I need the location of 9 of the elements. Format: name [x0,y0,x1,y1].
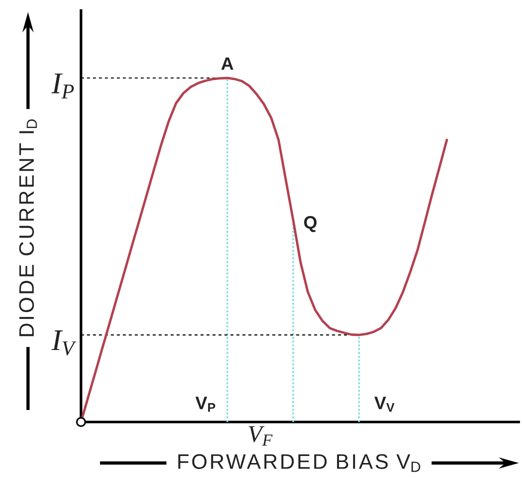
annotation: V$_{P}$ [195,396,216,412]
text: V$_{F}$ [248,426,273,446]
ref-line-label: I$_{P}$ [51,74,74,98]
ref-line-label: I$_{V}$ [51,330,76,356]
y-axis-title: DIODE CURRENT I$_{D}$ [19,119,37,336]
text: A [221,57,234,70]
annotation: V$_{V}$ [374,396,394,412]
x-axis-title: FORWARDED BIAS V$_{D}$ [178,454,420,472]
annotation: Q [304,216,317,232]
